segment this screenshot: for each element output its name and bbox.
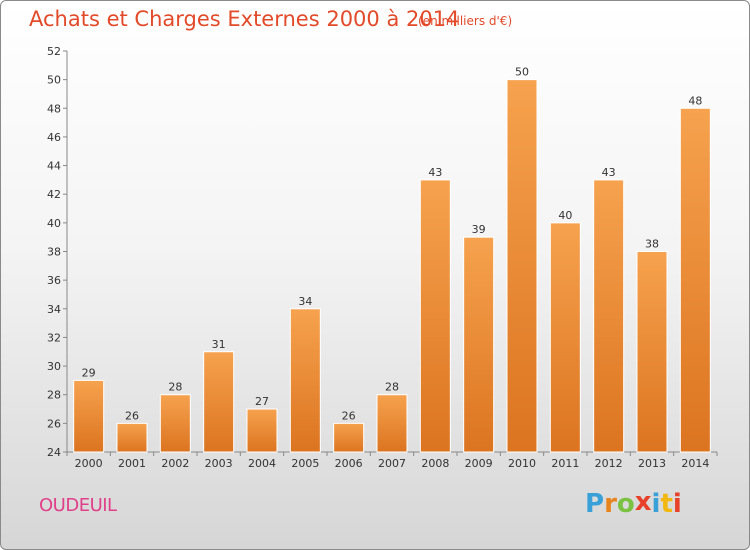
- bar-2010: [506, 79, 538, 453]
- data-label-2001: 26: [125, 409, 139, 422]
- bar-2004: [246, 408, 278, 453]
- data-label-2012: 43: [602, 166, 616, 179]
- data-label-2000: 29: [82, 366, 96, 379]
- y-tick-label: 44: [47, 160, 61, 173]
- logo-letter: t: [660, 489, 673, 519]
- y-tick-label: 40: [47, 217, 61, 230]
- x-tick-label: 2004: [248, 457, 276, 470]
- data-label-2005: 34: [298, 295, 312, 308]
- bar-2014: [679, 107, 711, 453]
- data-labels: 29 26 28 31 27 34 26 28 43 39 50 40 43 38 48: [82, 66, 703, 423]
- bar-2003: [203, 351, 235, 453]
- x-tick-label: 2014: [681, 457, 709, 470]
- x-tick-label: 2002: [161, 457, 189, 470]
- chart-subtitle: (en milliers d'€): [418, 14, 513, 28]
- chart-axes: 24 26 28 30 32 34 36 38 40 42 44 46 48 50 52 2000 2001 20…: [47, 45, 718, 470]
- data-label-2009: 39: [472, 223, 486, 236]
- bar-2005: [289, 308, 321, 453]
- bar-2001: [116, 422, 148, 453]
- y-tick-label: 52: [47, 45, 61, 58]
- bar-2013: [636, 251, 668, 453]
- logo-letter: P: [585, 489, 605, 519]
- bar-2011: [549, 222, 581, 453]
- data-label-2013: 38: [645, 238, 659, 251]
- x-tick-label: 2001: [118, 457, 146, 470]
- bar-series: [73, 79, 711, 453]
- data-label-2010: 50: [515, 66, 529, 79]
- x-tick-label: 2005: [291, 457, 319, 470]
- y-tick-label: 46: [47, 131, 61, 144]
- y-tick-label: 48: [47, 102, 61, 115]
- data-label-2014: 48: [688, 94, 702, 107]
- y-tick-label: 34: [47, 303, 61, 316]
- x-tick-label: 2006: [335, 457, 363, 470]
- x-tick-label: 2003: [205, 457, 233, 470]
- data-label-2004: 27: [255, 395, 269, 408]
- y-tick-label: 26: [47, 417, 61, 430]
- bar-2008: [419, 179, 451, 453]
- x-tick-label: 2007: [378, 457, 406, 470]
- y-tick-label: 32: [47, 331, 61, 344]
- x-tick-label: 2000: [75, 457, 103, 470]
- x-tick-label: 2010: [508, 457, 536, 470]
- data-label-2007: 28: [385, 381, 399, 394]
- bar-2002: [159, 394, 191, 453]
- y-tick-label: 38: [47, 246, 61, 259]
- logo-letter: i: [651, 489, 661, 519]
- logo-letter: i: [672, 489, 682, 519]
- data-label-2002: 28: [168, 381, 182, 394]
- data-label-2008: 43: [428, 166, 442, 179]
- commune-name: OUDEUIL: [39, 495, 117, 516]
- data-label-2011: 40: [558, 209, 572, 222]
- proxiti-logo: Proxiti: [585, 487, 682, 519]
- x-tick-label: 2009: [465, 457, 493, 470]
- chart-title: Achats et Charges Externes 2000 à 2014: [29, 7, 460, 31]
- y-tick-label: 42: [47, 188, 61, 201]
- y-tick-label: 24: [47, 446, 61, 459]
- data-label-2003: 31: [212, 338, 226, 351]
- y-tick-label: 36: [47, 274, 61, 287]
- x-tick-label: 2008: [421, 457, 449, 470]
- x-tick-label: 2012: [595, 457, 623, 470]
- y-tick-label: 28: [47, 389, 61, 402]
- y-tick-label: 30: [47, 360, 61, 373]
- logo-letter: r: [604, 489, 617, 519]
- x-tick-label: 2013: [638, 457, 666, 470]
- x-tick-label: 2011: [551, 457, 579, 470]
- bar-2007: [376, 394, 408, 453]
- bar-2000: [73, 379, 105, 453]
- data-label-2006: 26: [342, 409, 356, 422]
- bar-2012: [593, 179, 625, 453]
- bar-2009: [463, 236, 495, 453]
- logo-letter: o: [616, 489, 635, 519]
- logo-letter: x: [634, 487, 652, 517]
- y-tick-label: 50: [47, 74, 61, 87]
- bar-2006: [333, 422, 365, 453]
